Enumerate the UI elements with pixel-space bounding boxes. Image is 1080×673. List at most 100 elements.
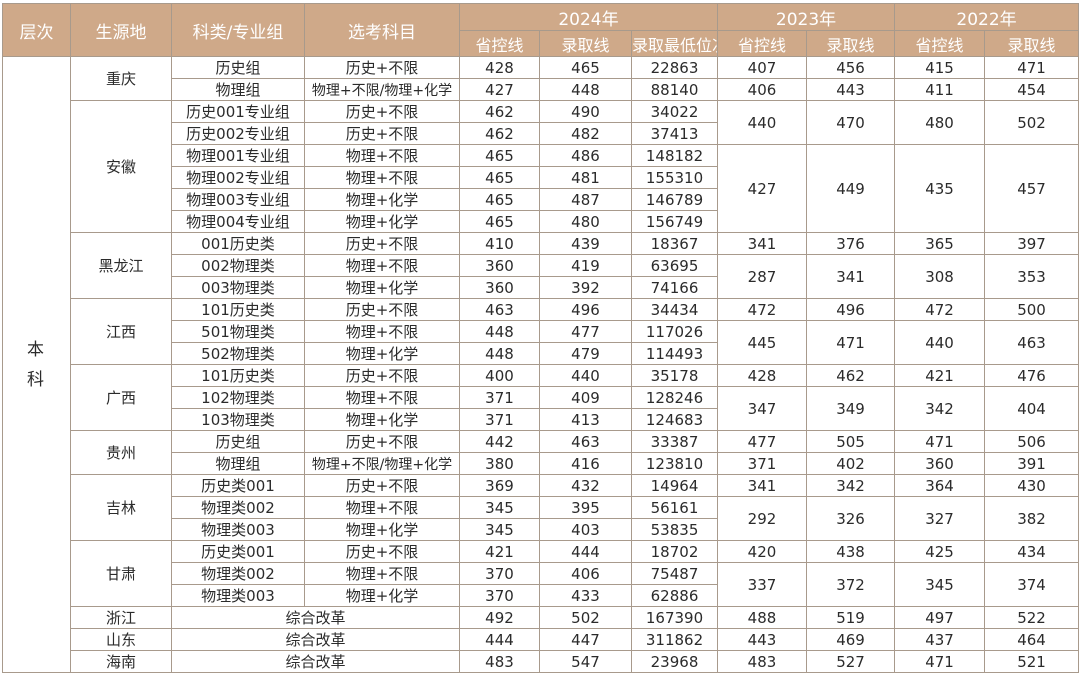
subjects-cell: 物理+化学 (304, 188, 460, 211)
admission-line-2023: 527 (805, 650, 896, 673)
subjects-cell: 物理+不限 (304, 496, 460, 519)
table-row: 物理003专业组 物理+化学 465 487 146789 (3, 188, 1079, 211)
min-rank-2024: 148182 (631, 144, 718, 167)
min-rank-2024: 123810 (631, 452, 718, 475)
provincial-line-2022: 472 (894, 298, 986, 321)
header-admission-line-2024: 录取线 (539, 30, 632, 57)
header-min-rank-2024: 录取最低位次 (631, 30, 718, 57)
admission-line-2022: 500 (984, 298, 1080, 321)
subjects-cell: 物理+不限 (304, 254, 460, 277)
admission-line-2022: 382 (984, 496, 1080, 541)
provincial-line-2024: 427 (459, 78, 540, 101)
admission-line-2024: 487 (539, 188, 632, 211)
table-row: 502物理类 物理+化学 448 479 114493 (3, 342, 1079, 365)
provincial-line-2023: 341 (717, 232, 807, 255)
admission-line-2024: 490 (539, 100, 632, 123)
table-row: 102物理类 物理+不限 371 409 128246 347 349 342 404 (3, 386, 1080, 431)
category-cell: 003物理类 (171, 276, 305, 299)
admission-line-2024: 403 (539, 518, 632, 541)
provincial-line-2024: 370 (459, 584, 540, 607)
region-cell: 安徽 (70, 100, 172, 233)
admission-line-2023: 372 (805, 562, 896, 607)
min-rank-2024: 167390 (631, 606, 718, 629)
provincial-line-2022: 497 (894, 606, 986, 629)
min-rank-2024: 18702 (631, 540, 718, 563)
provincial-line-2022: 308 (894, 254, 986, 299)
table-row: 安徽 历史001专业组 历史+不限 462 490 34022 440 470 480 502 (3, 100, 1080, 233)
subjects-cell: 物理+化学 (304, 584, 460, 607)
provincial-line-2022: 364 (894, 474, 986, 497)
level-char: 本 (27, 339, 46, 360)
provincial-line-2023: 445 (717, 320, 807, 365)
header-category: 科类/专业组 (171, 3, 305, 57)
subjects-cell: 物理+化学 (304, 210, 460, 233)
category-cell: 历史002专业组 (171, 122, 305, 145)
min-rank-2024: 75487 (631, 562, 718, 585)
provincial-line-2024: 421 (459, 540, 540, 563)
subjects-cell: 历史+不限 (304, 100, 460, 123)
provincial-line-2024: 492 (459, 606, 540, 629)
min-rank-2024: 62886 (631, 584, 718, 607)
table-row: 海南 综合改革 483 547 23968 483 527 471 521 (3, 650, 1080, 673)
admission-line-2023: 438 (805, 540, 896, 563)
admission-line-2024: 392 (539, 276, 632, 299)
admission-line-2023: 443 (805, 78, 896, 101)
admission-line-2023: 376 (805, 232, 896, 255)
level-char: 科 (27, 369, 46, 390)
admission-line-2024: 432 (539, 474, 632, 497)
min-rank-2024: 63695 (631, 254, 718, 277)
admission-line-2022: 502 (984, 100, 1080, 145)
provincial-line-2024: 483 (459, 650, 540, 673)
category-cell: 物理类003 (171, 518, 305, 541)
combined-reform-cell: 综合改革 (171, 606, 460, 629)
table-row: 物理类003 物理+化学 370 433 62886 (3, 584, 1079, 607)
table-row: 浙江 综合改革 492 502 167390 488 519 497 522 (3, 606, 1080, 629)
provincial-line-2022: 440 (894, 320, 986, 365)
admission-line-2022: 522 (984, 606, 1080, 629)
category-cell: 102物理类 (171, 386, 305, 409)
header-provincial-line-2023: 省控线 (717, 30, 807, 57)
table-row: 003物理类 物理+化学 360 392 74166 (3, 276, 1079, 299)
category-cell: 物理组 (171, 78, 305, 101)
provincial-line-2023: 337 (717, 562, 807, 607)
admission-line-2023: 462 (805, 364, 896, 387)
region-cell: 贵州 (70, 430, 172, 475)
provincial-line-2024: 428 (459, 56, 540, 79)
table-row: 物理组 物理+不限/物理+化学 427 448 88140 406 443 411 454 (3, 78, 1080, 101)
table-row: 历史002专业组 历史+不限 462 482 37413 (3, 122, 1079, 145)
table-row: 物理类003 物理+化学 345 403 53835 (3, 518, 1079, 541)
admission-line-2024: 409 (539, 386, 632, 409)
provincial-line-2023: 420 (717, 540, 807, 563)
table-row: 贵州 历史组 历史+不限 442 463 33387 477 505 471 506 (3, 430, 1080, 475)
provincial-line-2024: 360 (459, 254, 540, 277)
provincial-line-2024: 448 (459, 342, 540, 365)
admission-line-2022: 404 (984, 386, 1080, 431)
table-row: 103物理类 物理+化学 371 413 124683 (3, 408, 1079, 431)
admission-line-2023: 341 (805, 254, 896, 299)
admission-line-2024: 480 (539, 210, 632, 233)
admission-line-2022: 454 (984, 78, 1080, 101)
admission-line-2022: 476 (984, 364, 1080, 387)
admission-line-2023: 449 (805, 144, 896, 233)
provincial-line-2024: 369 (459, 474, 540, 497)
table-body: 本科重庆 历史组 历史+不限 428 465 22863 407 456 415 471 物理组 物理… (2, 56, 1080, 673)
subjects-cell: 历史+不限 (304, 364, 460, 387)
provincial-line-2023: 407 (717, 56, 807, 79)
subjects-cell: 物理+不限 (304, 320, 460, 343)
provincial-line-2023: 440 (717, 100, 807, 145)
admission-line-2024: 406 (539, 562, 632, 585)
min-rank-2024: 156749 (631, 210, 718, 233)
provincial-line-2022: 342 (894, 386, 986, 431)
admission-line-2023: 456 (805, 56, 896, 79)
admission-line-2024: 465 (539, 56, 632, 79)
provincial-line-2022: 415 (894, 56, 986, 79)
admission-line-2023: 402 (805, 452, 896, 475)
admission-line-2022: 464 (984, 628, 1080, 651)
region-cell: 甘肃 (70, 540, 172, 607)
provincial-line-2024: 360 (459, 276, 540, 299)
level-cell: 本科 (2, 56, 71, 673)
table-row: 黑龙江 001历史类 历史+不限 410 439 18367 341 376 365 397 (3, 232, 1080, 299)
category-cell: 501物理类 (171, 320, 305, 343)
admission-line-2024: 479 (539, 342, 632, 365)
admission-line-2022: 430 (984, 474, 1080, 497)
